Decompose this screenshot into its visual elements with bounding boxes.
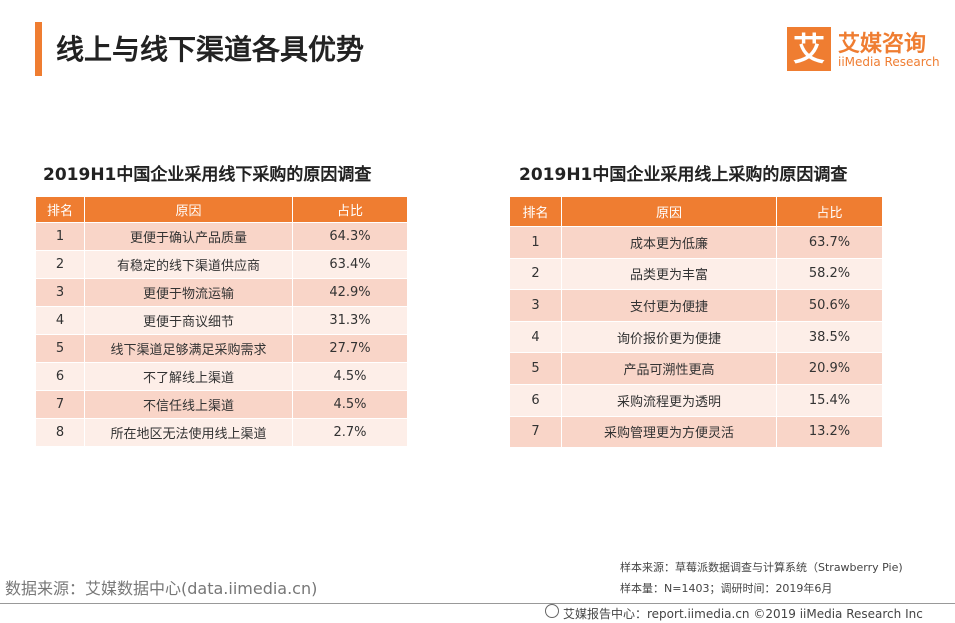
column-header: 原因 (85, 197, 293, 222)
column-header: 占比 (293, 197, 408, 222)
table-cell: 采购管理更为方便灵活 (562, 416, 777, 448)
logo-sub: iiMedia Research (838, 55, 940, 69)
table-cell: 20.9% (777, 353, 883, 384)
table-cell: 2 (510, 258, 562, 290)
table-cell: 38.5% (777, 321, 883, 353)
table-cell: 42.9% (293, 279, 408, 306)
table-cell: 有稳定的线下渠道供应商 (85, 251, 293, 278)
footer-bottom: 艾媒报告中心：report.iimedia.cn ©2019 iiMedia R… (563, 607, 923, 621)
table-cell: 7 (36, 391, 85, 418)
table-cell: 成本更为低廉 (562, 227, 777, 258)
table-title: 2019H1中国企业采用线下采购的原因调查 (43, 165, 372, 185)
table-cell: 询价报价更为便捷 (562, 321, 777, 353)
title-bar (35, 22, 42, 76)
note-sample: 样本量：N=1403；调研时间：2019年6月 (620, 582, 833, 595)
table-cell: 更便于商议细节 (85, 307, 293, 334)
table-cell: 3 (36, 279, 85, 306)
table-cell: 1 (510, 227, 562, 258)
table-cell: 不信任线上渠道 (85, 391, 293, 418)
table-cell: 线下渠道足够满足采购需求 (85, 335, 293, 362)
table-cell: 2.7% (293, 419, 408, 446)
table-cell: 3 (510, 290, 562, 321)
table-cell: 13.2% (777, 416, 883, 448)
table-cell: 4.5% (293, 391, 408, 418)
logo-mark: 艾 (787, 27, 831, 71)
table-cell: 27.7% (293, 335, 408, 362)
table-cell: 6 (36, 363, 85, 390)
table-cell: 64.3% (293, 223, 408, 250)
table-cell: 63.7% (777, 227, 883, 258)
column-header: 占比 (777, 197, 883, 226)
table-cell: 63.4% (293, 251, 408, 278)
table-cell: 15.4% (777, 385, 883, 416)
table-cell: 2 (36, 251, 85, 278)
table-cell: 6 (510, 385, 562, 416)
table-cell: 8 (36, 419, 85, 446)
table-cell: 1 (36, 223, 85, 250)
source: 数据来源：艾媒数据中心(data.iimedia.cn) (5, 579, 318, 598)
logo-name: 艾媒咨询 (838, 32, 927, 57)
table-cell: 支付更为便捷 (562, 290, 777, 321)
table-cell: 不了解线上渠道 (85, 363, 293, 390)
table-cell: 50.6% (777, 290, 883, 321)
table-cell: 7 (510, 416, 562, 448)
footer-line (0, 603, 955, 604)
footer-icon (545, 604, 559, 618)
table-cell: 更便于确认产品质量 (85, 223, 293, 250)
table-cell: 4.5% (293, 363, 408, 390)
table-cell: 4 (510, 321, 562, 353)
column-header: 原因 (562, 197, 777, 226)
column-header: 排名 (36, 197, 85, 222)
page-title: 线上与线下渠道各具优势 (56, 33, 365, 66)
table-title: 2019H1中国企业采用线上采购的原因调查 (519, 165, 848, 185)
table-cell: 更便于物流运输 (85, 279, 293, 306)
table-cell: 5 (36, 335, 85, 362)
table-cell: 采购流程更为透明 (562, 385, 777, 416)
note-source: 样本来源：草莓派数据调查与计算系统（Strawberry Pie) (620, 561, 903, 574)
table-cell: 5 (510, 353, 562, 384)
table-cell: 31.3% (293, 307, 408, 334)
column-header: 排名 (510, 197, 562, 226)
table-cell: 品类更为丰富 (562, 258, 777, 290)
table-cell: 所在地区无法使用线上渠道 (85, 419, 293, 446)
table-cell: 58.2% (777, 258, 883, 290)
table-cell: 产品可溯性更高 (562, 353, 777, 384)
table-cell: 4 (36, 307, 85, 334)
